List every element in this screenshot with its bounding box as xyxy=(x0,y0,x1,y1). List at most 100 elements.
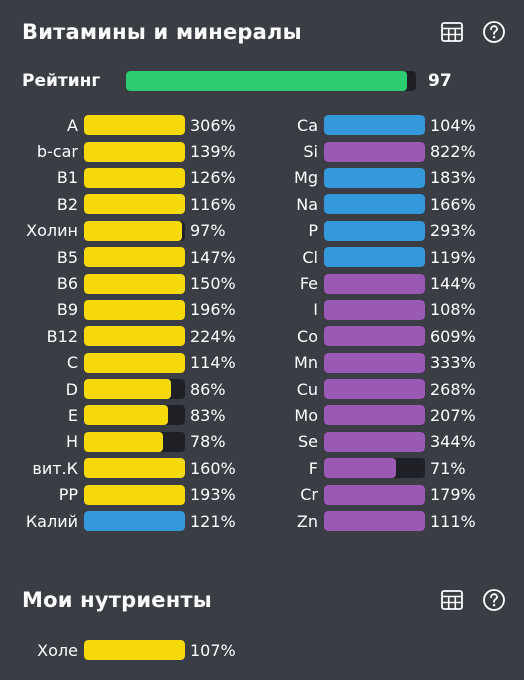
vitamins-header: Витамины и минералы xyxy=(22,20,506,44)
nutrient-row[interactable]: Cu 268% xyxy=(240,376,476,402)
nutrient-label: вит.К xyxy=(32,458,78,478)
nutrient-percent: 333% xyxy=(430,353,476,373)
nutrient-bar xyxy=(84,484,185,505)
nutrient-row[interactable]: B12 224% xyxy=(0,323,236,349)
nutrient-bar xyxy=(84,141,185,162)
nutrient-label: Si xyxy=(303,142,318,162)
table-icon[interactable] xyxy=(440,588,464,612)
nutrient-row[interactable]: H 78% xyxy=(0,429,236,455)
nutrient-percent: 104% xyxy=(430,115,476,135)
nutrient-bar-fill xyxy=(84,379,171,400)
nutrient-bar-fill xyxy=(324,115,425,136)
nutrient-bar-fill xyxy=(84,326,185,347)
nutrient-bar xyxy=(324,431,425,452)
nutrient-row[interactable]: I 108% xyxy=(240,297,476,323)
nutrient-row[interactable]: C 114% xyxy=(0,350,236,376)
nutrient-row[interactable]: Fe 144% xyxy=(240,270,476,296)
nutrient-bar-fill xyxy=(84,115,185,136)
nutrient-percent: 121% xyxy=(190,511,236,531)
nutrient-label: B2 xyxy=(56,194,78,214)
nutrient-row[interactable]: Калий 121% xyxy=(0,508,236,534)
nutrient-row[interactable]: Ca 104% xyxy=(240,112,476,138)
vitamins-title: Витамины и минералы xyxy=(22,20,302,44)
nutrient-bar xyxy=(324,220,425,241)
nutrient-label: Cl xyxy=(302,247,318,267)
nutrient-bar xyxy=(84,247,185,268)
nutrient-bar xyxy=(84,640,185,661)
nutrient-row[interactable]: B9 196% xyxy=(0,297,236,323)
nutrient-bar xyxy=(84,273,185,294)
nutrient-label: Co xyxy=(297,326,318,346)
nutrient-row[interactable]: Mn 333% xyxy=(240,350,476,376)
nutrient-row[interactable]: E 83% xyxy=(0,402,236,428)
nutrient-row[interactable]: Si 822% xyxy=(240,138,476,164)
nutrient-percent: 822% xyxy=(430,142,476,162)
nutrient-bar-fill xyxy=(324,167,425,188)
nutrient-row[interactable]: Se 344% xyxy=(240,429,476,455)
nutrient-label: Na xyxy=(296,194,318,214)
nutrient-row[interactable]: b-car 139% xyxy=(0,138,236,164)
nutrient-bar-fill xyxy=(84,458,185,479)
nutrient-label: Cr xyxy=(300,485,318,505)
nutrient-row[interactable]: Cr 179% xyxy=(240,481,476,507)
nutrient-bar-fill xyxy=(84,405,168,426)
nutrient-bar-fill xyxy=(84,167,185,188)
nutrient-row[interactable]: Zn 111% xyxy=(240,508,476,534)
nutrient-row[interactable]: B2 116% xyxy=(0,191,236,217)
nutrient-label: B9 xyxy=(56,300,78,320)
nutrient-percent: 78% xyxy=(190,432,226,452)
nutrient-row[interactable]: Co 609% xyxy=(240,323,476,349)
nutrient-row[interactable]: Mg 183% xyxy=(240,165,476,191)
nutrient-row[interactable]: вит.К 160% xyxy=(0,455,236,481)
nutrient-row[interactable]: P 293% xyxy=(240,218,476,244)
nutrient-row[interactable]: Холин 97% xyxy=(0,218,236,244)
nutrient-row[interactable]: PP 193% xyxy=(0,481,236,507)
help-icon[interactable] xyxy=(482,20,506,44)
nutrient-bar xyxy=(84,115,185,136)
nutrient-bar xyxy=(324,405,425,426)
nutrient-percent: 139% xyxy=(190,142,236,162)
nutrient-percent: 166% xyxy=(430,194,476,214)
nutrient-percent: 179% xyxy=(430,485,476,505)
nutrient-percent: 116% xyxy=(190,194,236,214)
nutrient-percent: 126% xyxy=(190,168,236,188)
nutrient-label: D xyxy=(65,379,78,399)
nutrient-bar xyxy=(84,458,185,479)
nutrient-bar xyxy=(324,247,425,268)
nutrient-percent: 183% xyxy=(430,168,476,188)
nutrient-label: B6 xyxy=(56,274,78,294)
nutrient-percent: 150% xyxy=(190,274,236,294)
rating-label: Рейтинг xyxy=(22,71,101,91)
nutrient-label: PP xyxy=(58,485,78,505)
nutrient-label: Zn xyxy=(296,511,318,531)
nutrients-list: Холе 107% xyxy=(0,637,236,663)
nutrient-row[interactable]: B6 150% xyxy=(0,270,236,296)
nutrient-row[interactable]: D 86% xyxy=(0,376,236,402)
nutrient-row[interactable]: Na 166% xyxy=(240,191,476,217)
nutrient-bar-fill xyxy=(84,141,185,162)
nutrient-bar xyxy=(324,458,425,479)
nutrient-bar-fill xyxy=(324,247,425,268)
nutrient-label: P xyxy=(308,221,318,241)
nutrient-bar-fill xyxy=(324,511,425,532)
nutrient-bar-fill xyxy=(324,141,425,162)
nutrient-percent: 108% xyxy=(430,300,476,320)
nutrient-row[interactable]: B1 126% xyxy=(0,165,236,191)
nutrient-percent: 147% xyxy=(190,247,236,267)
nutrient-row[interactable]: A 306% xyxy=(0,112,236,138)
help-icon[interactable] xyxy=(482,588,506,612)
nutrient-row[interactable]: F 71% xyxy=(240,455,476,481)
nutrient-label: Холин xyxy=(26,221,78,241)
nutrient-bar-fill xyxy=(324,220,425,241)
rating-value: 97 xyxy=(428,71,452,91)
nutrient-row[interactable]: Холе 107% xyxy=(0,637,236,663)
nutrient-percent: 306% xyxy=(190,115,236,135)
nutrient-row[interactable]: Mo 207% xyxy=(240,402,476,428)
nutrient-row[interactable]: B5 147% xyxy=(0,244,236,270)
table-icon[interactable] xyxy=(440,20,464,44)
nutrient-bar xyxy=(84,220,185,241)
nutrient-label: Ca xyxy=(297,115,318,135)
nutrient-row[interactable]: Cl 119% xyxy=(240,244,476,270)
nutrient-bar-fill xyxy=(324,431,425,452)
nutrient-bar xyxy=(324,511,425,532)
